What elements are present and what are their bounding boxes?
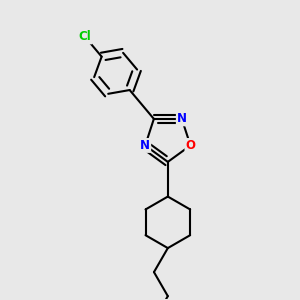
Text: O: O [185,139,195,152]
Text: Cl: Cl [79,30,92,44]
Text: N: N [177,112,187,125]
Text: N: N [140,139,150,152]
